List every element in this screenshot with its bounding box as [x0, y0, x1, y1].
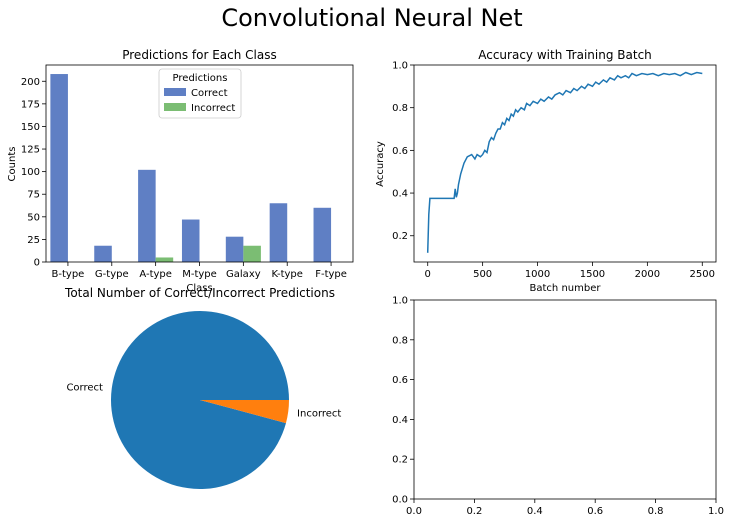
bar-incorrect-a-type [155, 257, 174, 262]
legend-label-incorrect: Incorrect [191, 103, 235, 114]
y-tick-label: 0.8 [392, 335, 408, 346]
pie-label-correct: Correct [66, 383, 103, 394]
pie-slices [111, 311, 289, 490]
line-chart-ylabel: Accuracy [375, 141, 386, 187]
bar-chart-axes-frame [45, 64, 354, 263]
legend-swatch-incorrect [164, 103, 186, 111]
bar-correct-g-type [94, 245, 112, 262]
bar-chart-legend: Predictions Correct Incorrect [158, 68, 242, 119]
empty-axes-frame [413, 299, 717, 500]
pie-slice-incorrect [200, 400, 289, 424]
bar-chart-title: Predictions for Each Class [122, 48, 277, 62]
x-tick-label: 0 [425, 269, 431, 280]
empty-axes-y-ticks: 0.0 0.2 0.4 0.6 0.8 1.0 [392, 296, 414, 506]
y-tick-label: 1.0 [392, 296, 408, 307]
pie-chart: Total Number of Correct/Incorrect Predic… [64, 286, 341, 490]
bar-chart-ylabel: Counts [7, 147, 18, 182]
bar-chart: Predictions for Each Class Class Counts … [7, 48, 354, 294]
y-tick-label: 100 [21, 167, 40, 178]
y-tick-label: 0.8 [392, 103, 408, 114]
x-tick-label: 500 [473, 269, 492, 280]
pie-labels: Correct Incorrect [66, 383, 341, 420]
bar-chart-y-ticks: 0 25 50 75 100 125 150 175 200 [21, 77, 46, 269]
bar-chart-x-ticks: B-type G-type A-type M-type Galaxy K-type F-ty… [52, 262, 347, 280]
accuracy-series-line [426, 71, 703, 253]
pie-chart-title: Total Number of Correct/Incorrect Predic… [64, 286, 335, 300]
y-tick-label: 175 [21, 99, 40, 110]
x-tick-label: M-type [182, 269, 217, 280]
x-tick-label: 2500 [690, 269, 715, 280]
x-tick-label: 0.0 [406, 506, 422, 517]
line-chart-title: Accuracy with Training Batch [478, 48, 652, 62]
bar-correct-galaxy [225, 236, 244, 262]
x-tick-label: 0.4 [527, 506, 543, 517]
figure-suptitle: Convolutional Neural Net [221, 4, 522, 32]
y-tick-label: 0 [34, 258, 40, 269]
bar-correct-b-type [50, 74, 68, 262]
pie-label-incorrect: Incorrect [297, 408, 341, 419]
legend-swatch-correct [164, 88, 186, 96]
x-tick-label: 1000 [525, 269, 550, 280]
x-tick-label: 1.0 [708, 506, 724, 517]
line-chart-axes-frame [413, 64, 717, 263]
y-tick-label: 125 [21, 145, 40, 156]
bar-correct-k-type [269, 203, 288, 262]
y-tick-label: 0.2 [392, 455, 408, 466]
y-tick-label: 1.0 [392, 61, 408, 72]
y-tick-label: 0.6 [392, 375, 408, 386]
y-tick-label: 75 [27, 190, 40, 201]
bar-chart-xlabel: Class [186, 283, 212, 294]
legend-label-correct: Correct [191, 88, 228, 99]
x-tick-label: A-type [139, 269, 172, 280]
x-tick-label: 0.8 [648, 506, 664, 517]
x-tick-label: G-type [95, 269, 129, 280]
bar-correct-m-type [181, 219, 200, 262]
bar-correct-a-type [138, 169, 156, 262]
empty-axes-x-ticks: 0.0 0.2 0.4 0.6 0.8 1.0 [406, 499, 724, 517]
legend-title: Predictions [173, 73, 228, 84]
y-tick-label: 50 [27, 212, 40, 223]
line-chart-y-ticks: 0.2 0.4 0.6 0.8 1.0 [392, 61, 414, 242]
y-tick-label: 0.0 [392, 495, 408, 506]
y-tick-label: 0.6 [392, 146, 408, 157]
x-tick-label: 2000 [635, 269, 660, 280]
y-tick-label: 25 [27, 235, 40, 246]
x-tick-label: 0.2 [466, 506, 482, 517]
y-tick-label: 150 [21, 122, 40, 133]
x-tick-label: Galaxy [226, 269, 261, 280]
x-tick-label: B-type [52, 269, 85, 280]
x-tick-label: K-type [271, 269, 302, 280]
y-tick-label: 0.4 [392, 189, 408, 200]
y-tick-label: 0.2 [392, 231, 408, 242]
x-tick-label: 1500 [580, 269, 605, 280]
accuracy-line-chart: Accuracy with Training Batch Batch numbe… [375, 48, 717, 294]
x-tick-label: 0.6 [587, 506, 603, 517]
y-tick-label: 0.4 [392, 415, 408, 426]
bar-correct-f-type [313, 207, 332, 262]
line-chart-x-ticks: 0 500 1000 1500 2000 2500 [425, 262, 715, 280]
line-chart-xlabel: Batch number [530, 283, 602, 294]
y-tick-label: 200 [21, 77, 40, 88]
bar-incorrect-galaxy [243, 245, 261, 262]
bar-chart-bars [50, 74, 332, 262]
x-tick-label: F-type [315, 269, 347, 280]
empty-axes: 0.0 0.2 0.4 0.6 0.8 1.0 0.0 0.2 0.4 0.6 0.8 1.0 [392, 296, 724, 518]
pie-slice-correct [111, 311, 289, 490]
